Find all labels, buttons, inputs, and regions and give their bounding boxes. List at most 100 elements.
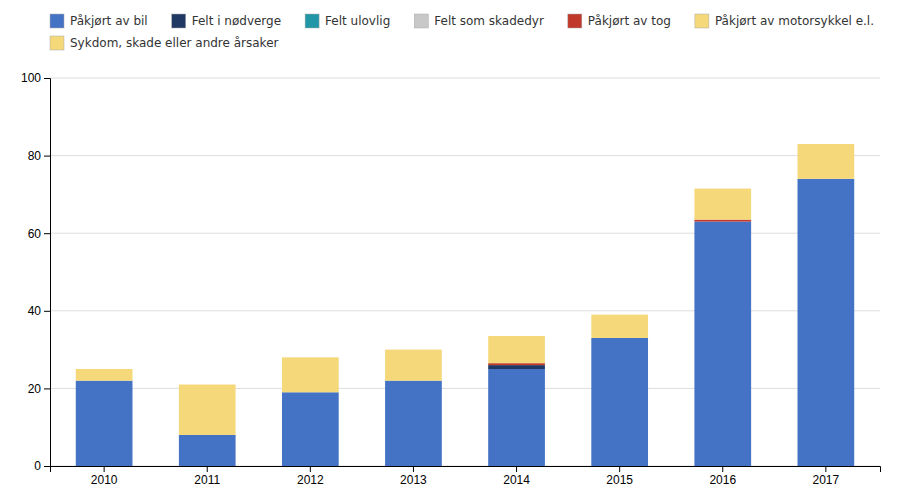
grid-line [50, 310, 880, 311]
legend-item: Felt ulovlig [305, 14, 390, 28]
x-tick: 2012 [297, 466, 324, 487]
x-tick: 2015 [606, 466, 633, 487]
y-tick: 20 [28, 382, 50, 396]
x-tick-mark [722, 466, 723, 472]
bar-segment [385, 381, 442, 466]
grid-line [50, 233, 880, 234]
legend-swatch [50, 36, 64, 50]
x-tick-label: 2016 [709, 473, 736, 487]
x-axis-line [51, 467, 881, 473]
legend-label: Sykdom, skade eller andre årsaker [70, 36, 279, 50]
y-tick-mark [44, 233, 50, 234]
bar-segment [385, 350, 442, 381]
grid [50, 78, 880, 466]
legend-label: Felt som skadedyr [434, 14, 544, 28]
legend-swatch [414, 14, 428, 28]
y-tick-label: 20 [28, 382, 42, 396]
y-tick: 80 [28, 149, 50, 163]
bar-segment [694, 189, 751, 220]
x-tick-mark [413, 466, 414, 472]
grid-line [50, 388, 880, 389]
y-tick: 0 [34, 459, 50, 473]
legend-swatch [695, 14, 709, 28]
y-tick-mark [44, 311, 50, 312]
x-tick-mark [825, 466, 826, 472]
bar-segment [282, 357, 339, 392]
chart: Påkjørt av bil Felt i nødverge Felt ulovli… [0, 0, 900, 500]
grid-line [50, 155, 880, 156]
legend-swatch [568, 14, 582, 28]
y-tick: 60 [28, 227, 50, 241]
y-tick-label: 80 [28, 149, 42, 163]
legend-swatch [50, 14, 64, 28]
y-axis: 0 20 40 60 80 100 [21, 71, 51, 473]
bar-segment [179, 435, 236, 466]
plot: 0 20 40 60 80 100 2010 2011 2012 2013 2014 2015 2016… [21, 71, 881, 486]
x-tick: 2013 [400, 466, 427, 487]
legend-item: Påkjørt av bil [50, 14, 148, 28]
y-tick-mark [44, 156, 50, 157]
y-tick-label: 0 [34, 459, 41, 473]
bar-segment [591, 338, 648, 466]
legend-item: Felt som skadedyr [414, 14, 544, 28]
y-tick-mark [44, 78, 50, 79]
bar-segment [798, 179, 855, 466]
bar-segment [488, 365, 545, 369]
x-tick-mark [310, 466, 311, 472]
bar-segment [282, 392, 339, 466]
bar-segment [591, 315, 648, 338]
legend-swatch [305, 14, 319, 28]
x-tick-mark [516, 466, 517, 472]
legend-label: Påkjørt av tog [588, 14, 671, 28]
x-tick-label: 2010 [91, 473, 118, 487]
x-tick: 2014 [503, 466, 530, 487]
y-tick-mark [44, 388, 50, 389]
x-tick-label: 2017 [813, 473, 840, 487]
x-tick-label: 2015 [606, 473, 633, 487]
y-tick: 40 [28, 304, 50, 318]
bar-segment [694, 222, 751, 466]
legend-swatch [172, 14, 186, 28]
y-tick-label: 60 [28, 227, 42, 241]
bar-segment [488, 369, 545, 466]
bar-segment [179, 385, 236, 435]
grid-line [50, 78, 880, 79]
series [76, 144, 854, 435]
bar-segment [798, 144, 855, 179]
legend-label: Felt i nødverge [192, 14, 281, 28]
y-tick-label: 40 [28, 304, 42, 318]
bar-segment [488, 363, 545, 365]
series [488, 365, 545, 369]
bar-segment [76, 369, 133, 381]
legend-item: Sykdom, skade eller andre årsaker [50, 36, 279, 50]
x-tick: 2010 [91, 466, 118, 487]
x-tick-label: 2012 [297, 473, 324, 487]
y-tick-label: 100 [21, 71, 41, 85]
x-tick: 2016 [709, 466, 736, 487]
series [76, 179, 854, 466]
legend-item: Påkjørt av tog [568, 14, 671, 28]
legend: Påkjørt av bil Felt i nødverge Felt ulovli… [50, 14, 874, 50]
x-tick: 2011 [194, 466, 220, 487]
legend-label: Felt ulovlig [325, 14, 390, 28]
y-tick: 100 [21, 71, 50, 85]
bar-segment [694, 220, 751, 222]
series [488, 220, 751, 366]
bar-segment [76, 381, 133, 466]
x-tick-mark [104, 466, 105, 472]
legend-label: Påkjørt av bil [70, 14, 148, 28]
legend-item: Påkjørt av motorsykkel e.l. [695, 14, 874, 28]
x-tick-label: 2014 [503, 473, 530, 487]
y-tick-mark [44, 466, 50, 467]
x-tick-mark [207, 466, 208, 472]
x-tick-mark [619, 466, 620, 472]
x-tick-label: 2011 [194, 473, 220, 487]
x-tick-label: 2013 [400, 473, 427, 487]
y-axis-line [44, 79, 51, 467]
x-tick: 2017 [813, 466, 840, 487]
bars [76, 144, 854, 466]
bar-segment [488, 336, 545, 363]
x-axis: 2010 2011 2012 2013 2014 2015 2016 2017 [51, 466, 881, 487]
legend-label: Påkjørt av motorsykkel e.l. [715, 14, 874, 28]
legend-item: Felt i nødverge [172, 14, 281, 28]
